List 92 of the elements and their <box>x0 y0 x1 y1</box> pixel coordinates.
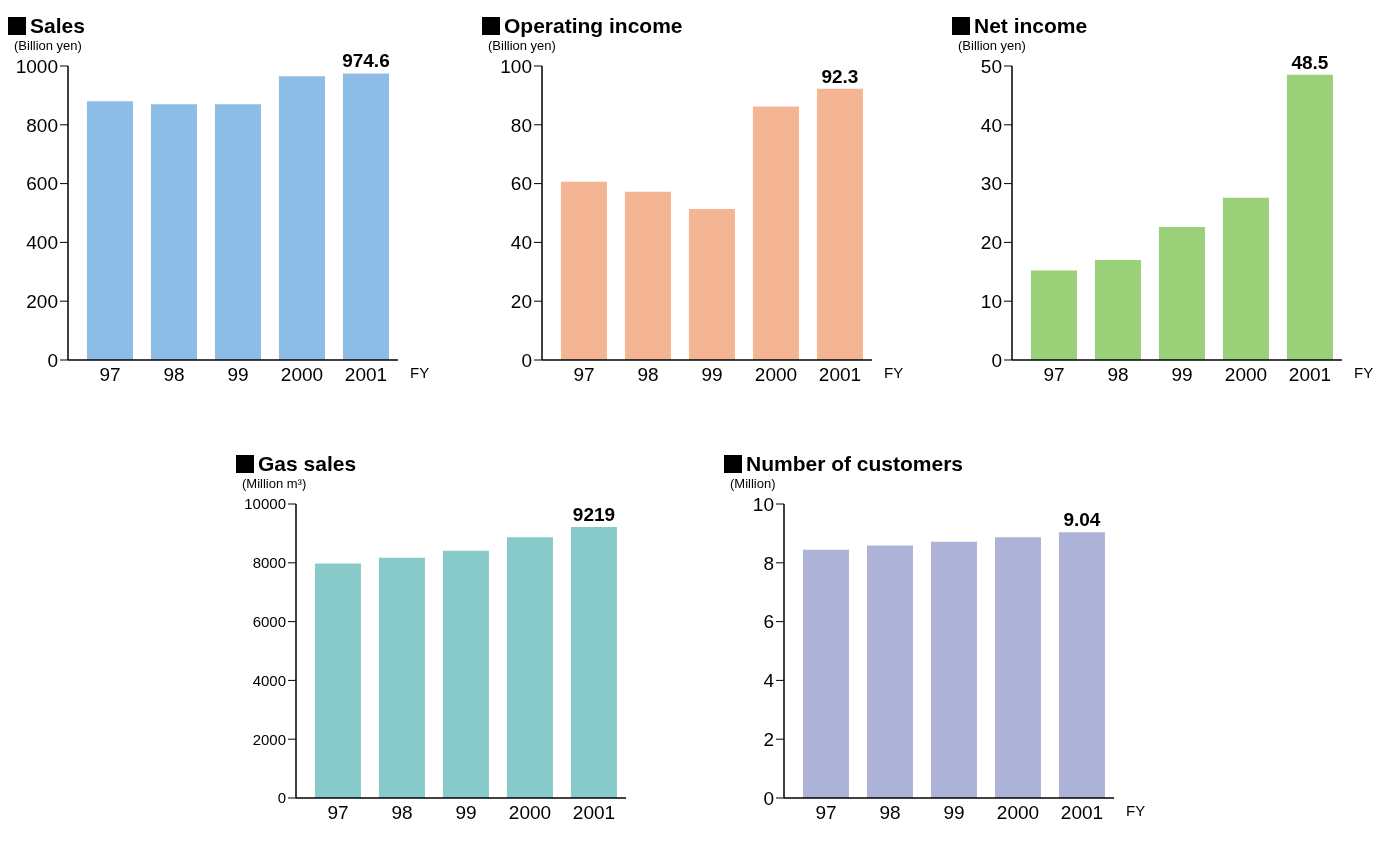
y-tick-label: 50 <box>980 55 1002 77</box>
chart-title: Number of customers <box>746 452 964 476</box>
x-tick-label: 2001 <box>344 364 388 386</box>
x-tick-label: 99 <box>455 802 477 824</box>
bar <box>1030 270 1077 360</box>
x-tick-label: 98 <box>163 364 185 386</box>
y-tick-label: 8 <box>763 552 774 574</box>
x-tick-label: 2000 <box>1224 364 1268 386</box>
y-tick-label: 2000 <box>252 730 286 748</box>
bar <box>1094 260 1141 360</box>
bar <box>506 537 553 798</box>
bar <box>86 101 133 360</box>
y-tick-label: 10000 <box>244 495 286 513</box>
x-axis-title: FY <box>410 364 430 381</box>
y-tick-label: 400 <box>26 232 58 254</box>
y-tick-label: 40 <box>510 232 532 254</box>
x-tick-label: 2001 <box>1060 802 1104 824</box>
bar <box>1222 197 1269 360</box>
y-axis-title: (Million m³) <box>242 476 308 492</box>
chart-title: Net income <box>974 14 1088 38</box>
y-tick-label: 20 <box>980 232 1002 254</box>
data-label: 9219 <box>572 503 616 525</box>
chart-title: Operating income <box>504 14 683 38</box>
x-tick-label: 2001 <box>818 364 862 386</box>
y-tick-label: 8000 <box>252 554 286 572</box>
x-tick-label: 98 <box>879 802 901 824</box>
y-axis-title: (Billion yen) <box>958 38 1026 53</box>
x-tick-label: 99 <box>227 364 249 386</box>
y-tick-label: 6000 <box>252 612 286 630</box>
y-tick-label: 0 <box>991 349 1002 371</box>
y-axis-title: (Billion yen) <box>488 38 557 54</box>
bar <box>314 563 361 798</box>
data-label: 974.6 <box>342 50 390 72</box>
y-tick-label: 4000 <box>252 671 286 689</box>
y-tick-label: 1000 <box>15 55 58 77</box>
x-tick-label: 97 <box>99 364 121 386</box>
x-tick-label: 98 <box>1107 364 1129 386</box>
data-label: 48.5 <box>1291 51 1329 73</box>
y-tick-label: 0 <box>763 787 774 809</box>
x-tick-label: 97 <box>573 364 595 386</box>
y-tick-label: 200 <box>26 290 58 312</box>
y-tick-label: 0 <box>521 349 532 371</box>
y-tick-label: 0 <box>47 349 58 371</box>
y-tick-label: 600 <box>26 173 58 195</box>
x-tick-label: 2001 <box>572 802 616 824</box>
y-tick-label: 4 <box>763 670 775 692</box>
y-tick-label: 60 <box>510 173 532 195</box>
bar <box>150 104 197 360</box>
x-tick-label: 97 <box>815 802 837 824</box>
y-tick-label: 100 <box>500 55 532 77</box>
chart-title: Sales <box>30 14 85 38</box>
x-tick-label: 97 <box>327 802 349 824</box>
bar <box>570 526 617 798</box>
bar <box>624 191 671 360</box>
x-tick-label: 2000 <box>996 802 1040 824</box>
data-label: 92.3 <box>821 65 859 87</box>
x-tick-label: 99 <box>1171 364 1193 386</box>
bar <box>442 550 489 798</box>
y-tick-label: 10 <box>980 290 1002 312</box>
x-tick-label: 2000 <box>280 364 324 386</box>
x-axis-title: FY <box>884 364 904 381</box>
chart-title: Gas sales <box>258 452 357 476</box>
y-tick-label: 6 <box>763 611 774 633</box>
x-tick-label: 2001 <box>1288 364 1332 386</box>
bar <box>214 104 261 360</box>
x-tick-label: 98 <box>391 802 413 824</box>
x-tick-label: 97 <box>1043 364 1065 386</box>
y-tick-label: 0 <box>277 789 286 807</box>
bar <box>378 557 425 798</box>
bar <box>1158 227 1205 360</box>
bar <box>342 73 389 360</box>
y-tick-label: 30 <box>980 173 1002 195</box>
bar <box>688 208 735 360</box>
y-tick-label: 800 <box>26 114 58 136</box>
bar <box>560 181 607 360</box>
y-axis-title: (Billion yen) <box>14 38 82 53</box>
y-axis-title: (Million) <box>730 476 777 492</box>
x-tick-label: 99 <box>943 802 965 824</box>
y-tick-label: 10 <box>752 493 774 515</box>
bar <box>278 76 325 360</box>
data-label: 9.04 <box>1063 509 1101 531</box>
y-tick-label: 80 <box>510 114 532 136</box>
bar <box>752 106 799 360</box>
bar <box>1286 74 1333 360</box>
y-tick-label: 40 <box>980 114 1002 136</box>
x-tick-label: 99 <box>701 364 723 386</box>
x-axis-title: FY <box>1354 364 1374 381</box>
bar <box>816 88 863 360</box>
y-tick-label: 20 <box>510 290 532 312</box>
y-tick-label: 2 <box>763 728 774 750</box>
x-tick-label: 98 <box>637 364 659 386</box>
x-axis-title: FY <box>1126 802 1146 819</box>
